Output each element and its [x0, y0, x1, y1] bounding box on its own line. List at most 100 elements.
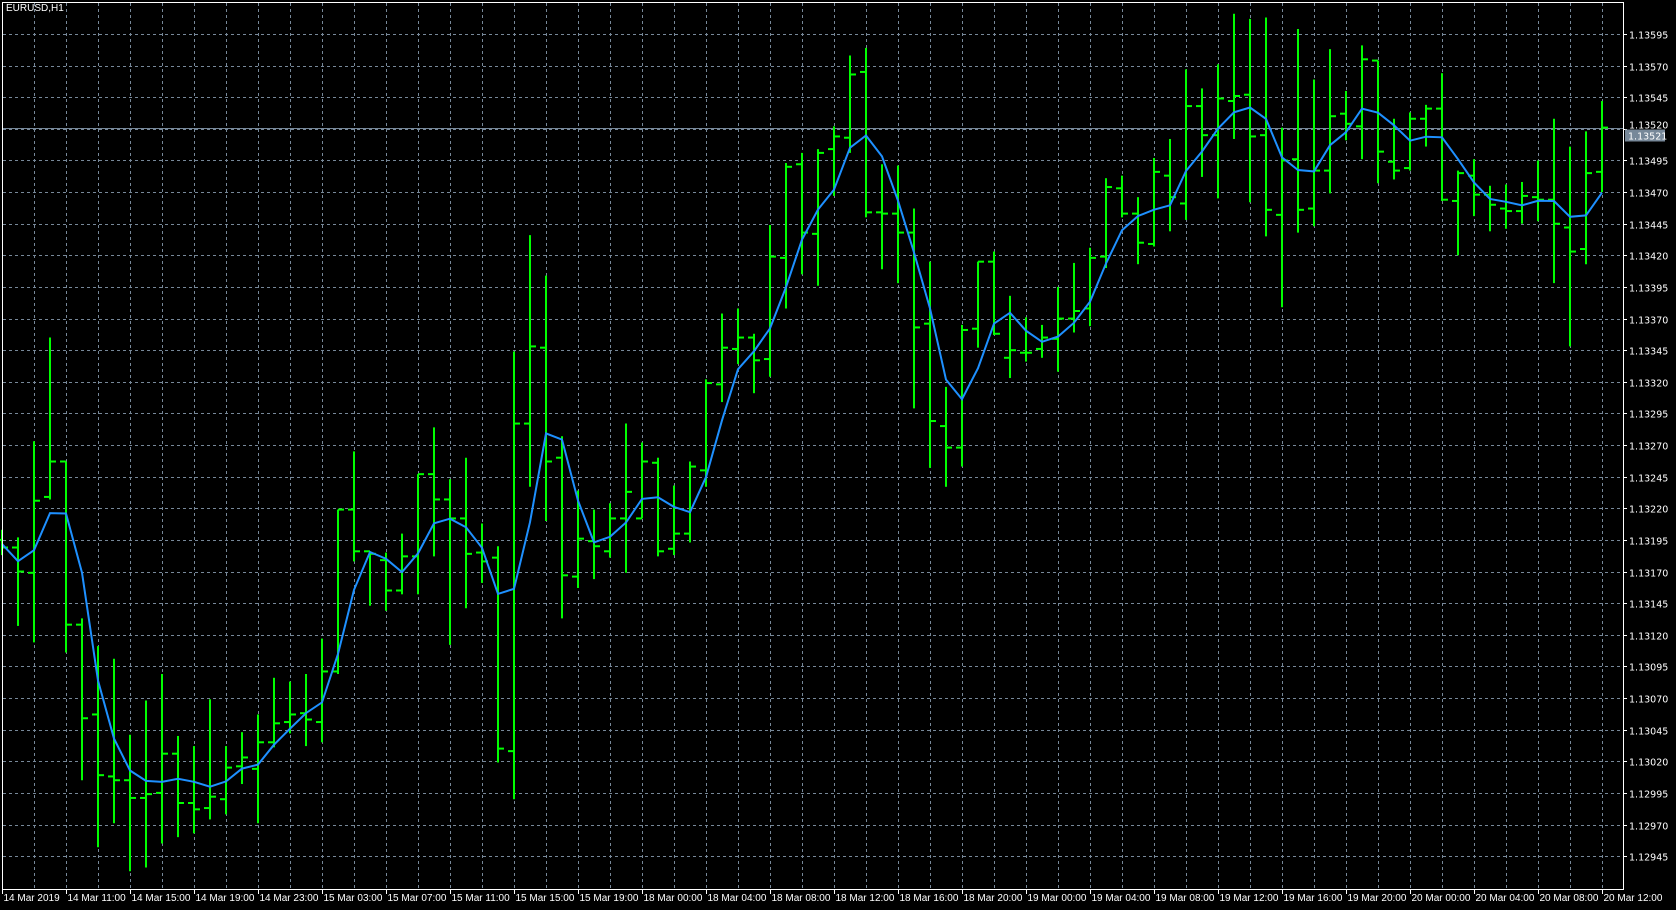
ohlc-bar	[1516, 181, 1528, 224]
ohlc-bar	[636, 442, 648, 520]
ohlc-bar	[0, 529, 8, 556]
x-tick-label: 15 Mar 07:00	[388, 893, 447, 904]
ohlc-bar	[1500, 184, 1512, 229]
x-tick-label: 18 Mar 20:00	[964, 893, 1023, 904]
y-tick-label: 1.13545	[1629, 94, 1668, 105]
ohlc-bar	[12, 537, 24, 626]
y-tick-label: 1.13320	[1629, 379, 1668, 390]
y-tick-label: 1.13570	[1629, 63, 1668, 74]
x-tick-label: 15 Mar 03:00	[324, 893, 383, 904]
ohlc-bar	[1564, 146, 1576, 347]
current-price-label: 1.13521	[1628, 132, 1667, 143]
ohlc-bar	[652, 457, 664, 557]
ohlc-bar	[844, 55, 856, 153]
time-axis[interactable]: 14 Mar 2019 14 Mar 11:00 14 Mar 15:00 14 Ma…	[2, 889, 1663, 904]
ohlc-bar	[700, 379, 712, 487]
ohlc-bar	[1356, 45, 1368, 160]
ohlc-bar	[1260, 17, 1272, 237]
ohlc-bar	[748, 333, 760, 394]
y-tick-label: 1.13045	[1629, 727, 1668, 738]
ohlc-bar	[1372, 59, 1384, 184]
ohlc-bar	[1532, 160, 1544, 222]
y-tick-label: 1.12945	[1629, 853, 1668, 864]
ohlc-bar	[460, 457, 472, 609]
ohlc-bar	[1228, 13, 1240, 139]
x-tick-label: 15 Mar 15:00	[516, 893, 575, 904]
ohlc-bar	[332, 508, 344, 674]
ohlc-bar	[588, 509, 600, 580]
ohlc-bar	[828, 126, 840, 196]
y-tick-label: 1.13245	[1629, 474, 1668, 485]
ohlc-bar	[1196, 88, 1208, 177]
x-tick-label: 19 Mar 16:00	[1284, 893, 1343, 904]
ohlc-bar	[1452, 170, 1464, 256]
ohlc-bar	[444, 479, 456, 645]
ohlc-bar	[684, 461, 696, 543]
ohlc-bar	[76, 618, 88, 781]
ohlc-bar	[876, 164, 888, 270]
ohlc-bar	[1164, 138, 1176, 232]
ohlc-bar	[476, 523, 488, 583]
ohlc-bar	[940, 386, 952, 487]
ohlc-bar	[1324, 49, 1336, 194]
x-tick-label: 19 Mar 04:00	[1092, 893, 1151, 904]
y-tick-label: 1.13520	[1629, 121, 1668, 132]
ohlc-bar	[1596, 101, 1608, 193]
ohlc-bar	[1052, 286, 1064, 372]
ohlc-bar	[44, 337, 56, 500]
ohlc-bar	[732, 308, 744, 365]
x-tick-label: 14 Mar 15:00	[132, 893, 191, 904]
ohlc-bars	[0, 13, 1608, 872]
x-tick-label: 15 Mar 11:00	[452, 893, 511, 904]
ohlc-bar	[1084, 247, 1096, 327]
ohlc-bar	[524, 235, 536, 487]
ohlc-bar	[540, 275, 552, 521]
ohlc-bar	[124, 734, 136, 872]
price-axis[interactable]: 1.13595 1.13570 1.13545 1.13520 1.13495 1.134…	[1623, 31, 1668, 864]
y-tick-label: 1.12995	[1629, 790, 1668, 801]
ohlc-bar	[156, 673, 168, 844]
ohlc-bar	[1580, 131, 1592, 265]
x-tick-label: 14 Mar 11:00	[68, 893, 127, 904]
ohlc-bar	[892, 165, 904, 284]
ohlc-bar	[204, 699, 216, 820]
x-tick-label: 20 Mar 08:00	[1540, 893, 1599, 904]
ohlc-bar	[108, 658, 120, 824]
y-tick-label: 1.13595	[1629, 31, 1668, 42]
x-tick-label: 19 Mar 00:00	[1028, 893, 1087, 904]
ohlc-bar	[492, 546, 504, 763]
ohlc-bar	[284, 681, 296, 734]
ohlc-bar	[764, 224, 776, 377]
y-tick-label: 1.13195	[1629, 537, 1668, 548]
y-tick-label: 1.13295	[1629, 410, 1668, 421]
ohlc-bar	[556, 436, 568, 619]
y-tick-label: 1.12970	[1629, 822, 1668, 833]
y-tick-label: 1.13145	[1629, 600, 1668, 611]
ohlc-bar	[1212, 64, 1224, 199]
ohlc-bar	[924, 261, 936, 468]
ohlc-bar	[860, 47, 872, 218]
ohlc-bar	[812, 149, 824, 286]
ohlc-bar	[508, 351, 520, 800]
ohlc-bar	[988, 251, 1000, 336]
ohlc-bar	[188, 746, 200, 834]
ohlc-bar	[412, 473, 424, 595]
x-tick-label: 20 Mar 04:00	[1476, 893, 1535, 904]
x-tick-label: 20 Mar 12:00	[1604, 893, 1663, 904]
ohlc-bar	[1420, 104, 1432, 147]
ohlc-bar	[1244, 18, 1256, 203]
ohlc-bar	[572, 490, 584, 588]
x-tick-label: 14 Mar 2019	[4, 893, 61, 904]
moving-average-group	[1, 106, 1603, 788]
ohlc-bar	[1132, 197, 1144, 265]
chart-title: EURUSD,H1	[6, 3, 64, 14]
y-tick-label: 1.13445	[1629, 221, 1668, 232]
ohlc-bar	[172, 735, 184, 838]
ohlc-bar	[252, 714, 264, 824]
y-tick-label: 1.13470	[1629, 189, 1668, 200]
y-tick-label: 1.13220	[1629, 505, 1668, 516]
y-tick-label: 1.13420	[1629, 252, 1668, 263]
ohlc-bar	[428, 427, 440, 557]
